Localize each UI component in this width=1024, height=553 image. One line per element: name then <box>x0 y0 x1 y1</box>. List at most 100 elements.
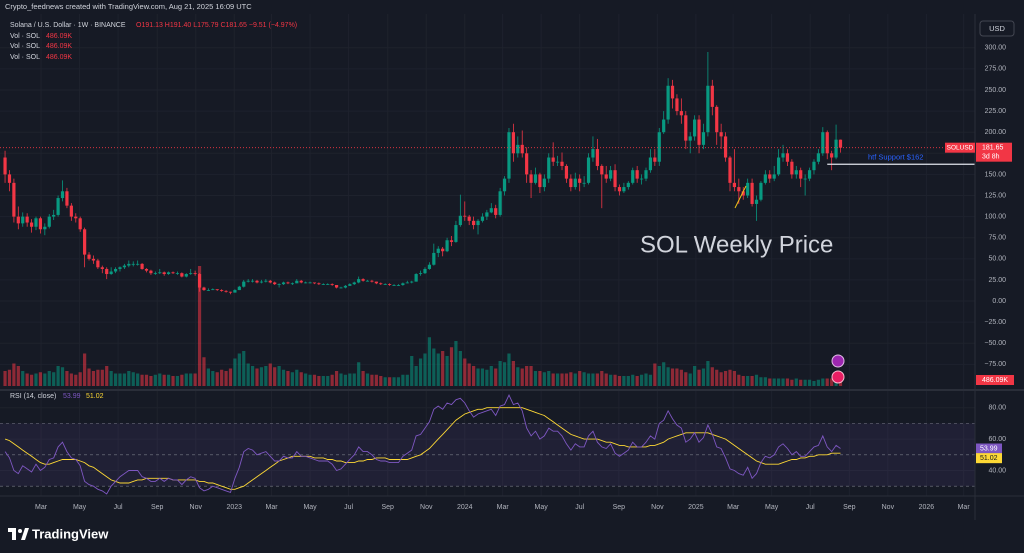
volume-bar <box>657 366 661 386</box>
candle-body <box>838 139 843 148</box>
volume-bar <box>803 379 807 386</box>
rsi-badge-label: 53.99 <box>980 445 998 452</box>
volume-bar <box>794 378 798 386</box>
candle-body <box>670 85 675 99</box>
volume-bar <box>339 373 343 386</box>
volume-bar <box>414 366 418 386</box>
volume-bar <box>158 373 162 386</box>
y-tick-label: 250.00 <box>985 87 1007 94</box>
x-tick-label: Sep <box>381 504 394 511</box>
volume-legend-name: Vol · SOL <box>10 33 40 40</box>
volume-bar <box>648 374 653 386</box>
volume-bar <box>777 378 781 386</box>
candle-body <box>127 263 131 266</box>
candle-body <box>171 272 175 274</box>
candle-body <box>220 290 224 291</box>
volume-bar <box>710 367 714 386</box>
volume-bar <box>609 374 613 386</box>
volume-bar <box>122 373 127 386</box>
x-tick-label: Mar <box>266 504 279 511</box>
volume-bar <box>516 367 520 386</box>
volume-bar <box>759 377 763 386</box>
volume-bar <box>781 378 785 386</box>
volume-bar <box>582 372 586 386</box>
volume-legend-value: 486.09K <box>46 43 72 50</box>
candle-body <box>617 187 622 192</box>
volume-bar <box>737 374 741 386</box>
symbol-title: Solana / U.S. Dollar · 1W · BINANCE <box>10 22 126 29</box>
candle-body <box>569 178 573 188</box>
currency-label[interactable]: USD <box>989 24 1005 33</box>
candle-body <box>772 174 776 179</box>
candle-body <box>330 284 334 286</box>
volume-legend-name: Vol · SOL <box>10 43 40 50</box>
symbol-badge <box>945 142 975 153</box>
drawing <box>734 185 747 209</box>
volume-bar <box>418 358 423 386</box>
candle-body <box>410 281 414 283</box>
candle-body <box>401 283 405 286</box>
volume-bar <box>790 379 794 386</box>
candle-body <box>153 273 157 274</box>
candle-body <box>538 174 542 188</box>
candle-body <box>427 264 432 269</box>
candle-body <box>113 268 118 272</box>
volume-bar <box>56 366 60 386</box>
volume-bar <box>109 371 113 386</box>
volume-bar <box>723 371 728 386</box>
candle-body <box>785 153 790 162</box>
candle-body <box>136 263 140 265</box>
candle-body <box>418 273 423 275</box>
candle-body <box>29 222 34 227</box>
candle-body <box>83 229 87 255</box>
candle-body <box>803 178 807 180</box>
logo-shape <box>12 528 16 540</box>
volume-bar <box>118 373 122 386</box>
candle-body <box>334 285 339 288</box>
event-icon[interactable] <box>831 354 845 368</box>
candle-body <box>268 280 272 283</box>
currency-button[interactable] <box>979 20 1015 37</box>
candle-body <box>180 273 184 277</box>
volume-bar <box>750 376 754 386</box>
candle-body <box>423 268 427 274</box>
candle-body <box>242 281 246 287</box>
volume-bar <box>547 371 551 386</box>
volume-bar <box>432 348 436 386</box>
volume-bar <box>334 371 339 386</box>
candle-body <box>379 283 383 285</box>
x-tick-label: Sep <box>613 504 626 511</box>
volume-bar <box>746 376 750 386</box>
candle-body <box>467 216 471 221</box>
volume-legend-value: 486.09K <box>46 33 72 40</box>
volume-bar <box>754 374 759 386</box>
volume-bar <box>34 373 38 386</box>
volume-bar <box>21 371 25 386</box>
candle-body <box>202 287 206 291</box>
volume-bar <box>233 358 237 386</box>
candle-body <box>763 174 767 183</box>
candle-body <box>312 282 317 284</box>
rsi-tick-label: 40.00 <box>988 467 1006 474</box>
volume-bar <box>370 374 374 386</box>
volume-bar <box>653 363 657 386</box>
candle-body <box>43 226 47 230</box>
candle-body <box>100 267 104 269</box>
candle-body <box>821 132 825 154</box>
candle-body <box>631 170 635 183</box>
candle-body <box>445 240 449 252</box>
rsi-ma-badge-label: 51.02 <box>980 455 998 462</box>
candle-body <box>140 263 144 269</box>
candle-body <box>480 216 485 221</box>
candle-body <box>701 132 706 145</box>
volume-bar <box>458 351 462 386</box>
candle-body <box>343 285 348 288</box>
candle-body <box>741 191 745 196</box>
candle-body <box>357 279 361 283</box>
volume-bar <box>396 377 401 386</box>
volume-bar <box>268 363 272 386</box>
candle-body <box>60 191 65 199</box>
volume-bar <box>472 366 476 386</box>
event-icon[interactable] <box>831 370 845 384</box>
candle-body <box>626 182 630 188</box>
